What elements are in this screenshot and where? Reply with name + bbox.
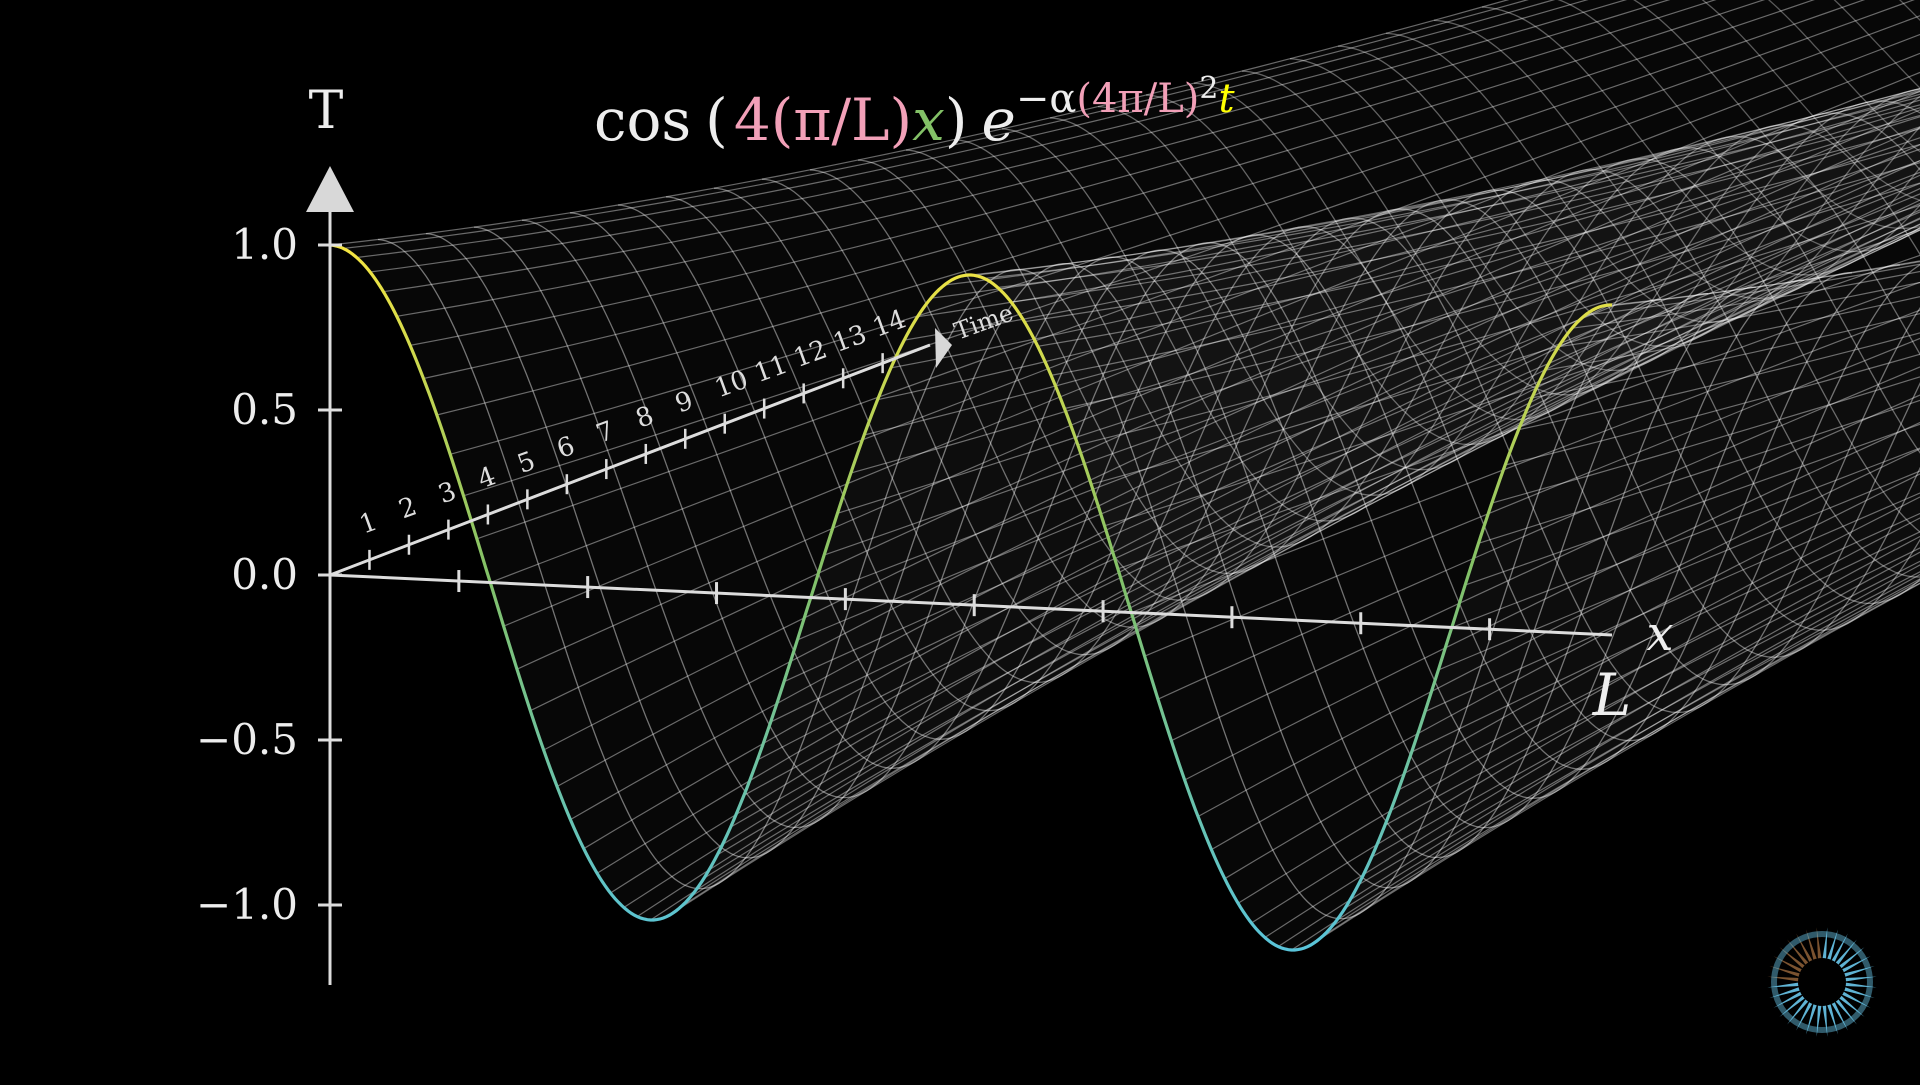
- t-axis-ticks: 1.0 0.5 0.0 −0.5 −1.0: [196, 220, 342, 929]
- formula-coef: 4: [734, 86, 771, 154]
- t-axis-tick-label: −0.5: [196, 715, 298, 764]
- x-axis-label: x: [1646, 606, 1673, 662]
- time-axis-tick-label: 2: [395, 491, 421, 525]
- formula-x: x: [912, 86, 945, 154]
- x-axis-end-label: L: [1592, 661, 1632, 729]
- formula-exp-power: 2: [1199, 71, 1218, 106]
- t-axis-tick-label: 1.0: [231, 220, 298, 269]
- formula-exp-minus-alpha: −α: [1016, 76, 1077, 122]
- formula-paren-close: ): [945, 86, 968, 154]
- t-axis-tick-label: 0.5: [231, 385, 298, 434]
- time-axis-tick-label: 1: [356, 507, 382, 541]
- t-axis-tick-label: 0.0: [231, 550, 298, 599]
- formula-exp-t: t: [1218, 76, 1235, 122]
- time-axis-tick-label: 3: [435, 476, 461, 510]
- t-axis-tick-label: −1.0: [196, 880, 298, 929]
- t-axis: T: [306, 81, 354, 985]
- formula-cos: cos: [594, 86, 691, 154]
- channel-logo-icon: [1767, 927, 1876, 1036]
- logo-pupil: [1798, 958, 1846, 1006]
- t-axis-label: T: [309, 81, 344, 141]
- formula-exp-group: (4π/L): [1076, 76, 1199, 122]
- t-axis-arrowhead: [306, 166, 354, 212]
- formula-pi-over-L: (π/L): [771, 86, 912, 154]
- formula-e: e: [982, 86, 1016, 154]
- formula-paren-open: (: [705, 86, 728, 154]
